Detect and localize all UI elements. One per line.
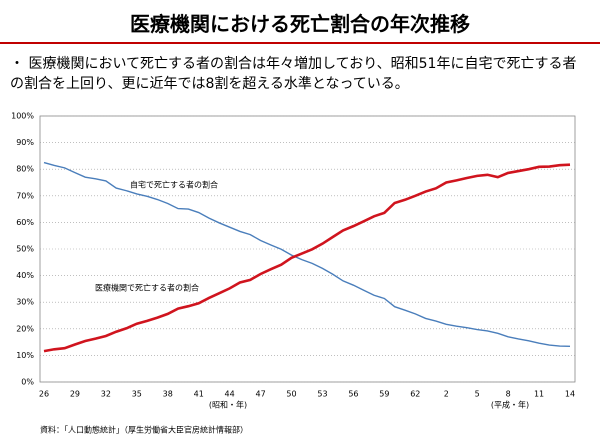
y-tick-label: 0% bbox=[21, 378, 34, 387]
x-tick-label: 47 bbox=[255, 390, 265, 399]
y-tick-label: 70% bbox=[16, 191, 34, 200]
y-tick-label: 100% bbox=[11, 112, 34, 121]
x-tick-label: 56 bbox=[348, 390, 358, 399]
y-tick-label: 10% bbox=[16, 351, 34, 360]
x-tick-label: 53 bbox=[317, 390, 327, 399]
y-tick-label: 80% bbox=[16, 165, 34, 174]
x-tick-label: 35 bbox=[132, 390, 142, 399]
x-tick-label: 62 bbox=[410, 390, 420, 399]
x-tick-label: 44 bbox=[225, 390, 235, 399]
y-tick-label: 40% bbox=[16, 271, 34, 280]
y-tick-label: 90% bbox=[16, 138, 34, 147]
bullet-text: ・ 医療機関において死亡する者の割合は年々増加しており、昭和51年に自宅で死亡す… bbox=[10, 56, 577, 92]
series-label: 医療機関で死亡する者の割合 bbox=[95, 283, 199, 293]
x-tick-label: 8 bbox=[506, 390, 511, 399]
title-rule bbox=[0, 42, 600, 44]
x-tick-label: 26 bbox=[39, 390, 49, 399]
slide-title: 医療機関における死亡割合の年次推移 bbox=[130, 12, 470, 36]
source-note: 資料：「人口動態統計」（厚生労働省大臣官房統計情報部） bbox=[40, 425, 248, 435]
x-tick-label: 5 bbox=[475, 390, 480, 399]
x-tick-label: 38 bbox=[163, 390, 173, 399]
y-tick-label: 30% bbox=[16, 298, 34, 307]
x-tick-label: 41 bbox=[194, 390, 204, 399]
y-tick-label: 20% bbox=[16, 324, 34, 333]
x-tick-label: 59 bbox=[379, 390, 389, 399]
x-tick-label: 32 bbox=[101, 390, 111, 399]
series-label: 自宅で死亡する者の割合 bbox=[130, 180, 218, 190]
axis-annotation: (平成・年) bbox=[491, 400, 529, 410]
y-tick-label: 60% bbox=[16, 218, 34, 227]
axis-annotation: (昭和・年) bbox=[209, 400, 247, 410]
x-tick-label: 29 bbox=[70, 390, 80, 399]
x-tick-label: 2 bbox=[444, 390, 449, 399]
series-line bbox=[43, 163, 571, 353]
y-tick-label: 50% bbox=[16, 245, 34, 254]
x-tick-label: 14 bbox=[565, 390, 575, 399]
x-tick-label: 11 bbox=[534, 390, 544, 399]
series-line bbox=[43, 161, 571, 348]
x-tick-label: 50 bbox=[286, 390, 296, 399]
